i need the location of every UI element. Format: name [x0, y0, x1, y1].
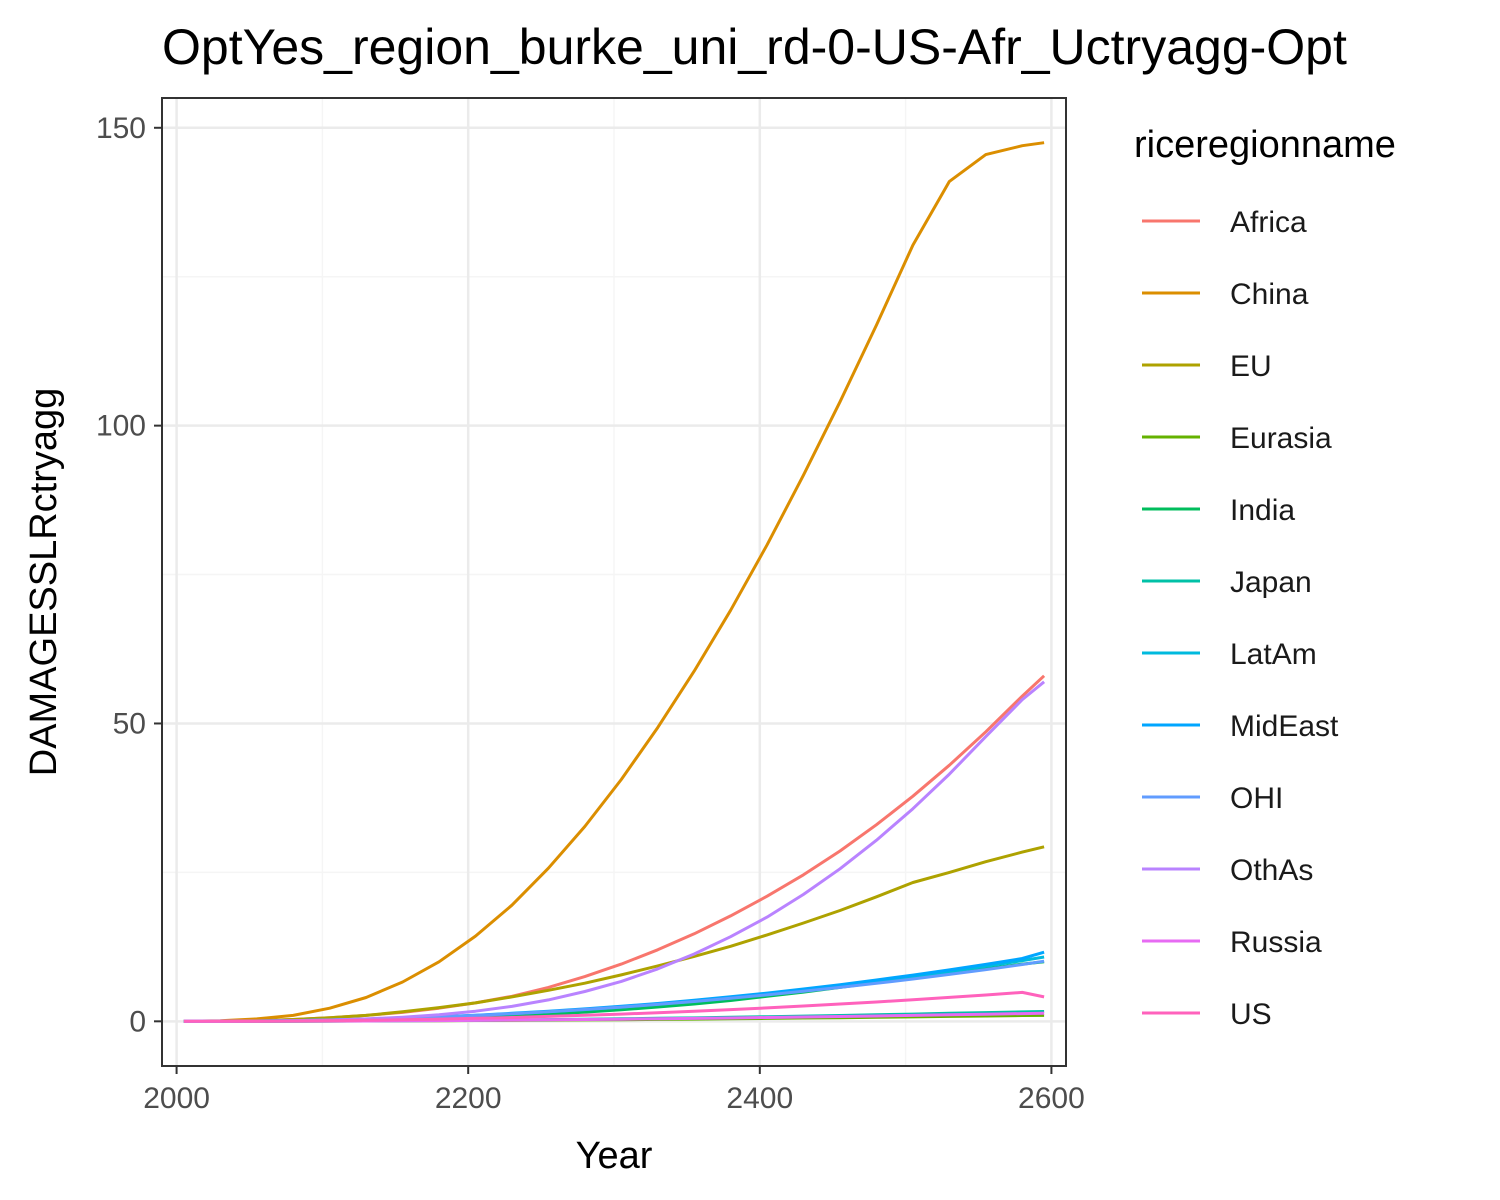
chart-title: OptYes_region_burke_uni_rd-0-US-Afr_Uctr…	[162, 19, 1347, 75]
y-tick-label: 150	[96, 112, 146, 145]
x-tick-label: 2600	[1018, 1082, 1085, 1115]
legend-label: China	[1230, 278, 1309, 311]
legend-item-africa: Africa	[1142, 206, 1307, 239]
legend-label: LatAm	[1230, 638, 1317, 671]
y-tick-label: 100	[96, 410, 146, 443]
axis-ticks: 2000 2200 2400 2600 0 50 100 150	[96, 112, 1085, 1115]
legend-label: Japan	[1230, 566, 1312, 599]
series-line-us	[183, 990, 1045, 1023]
plot-border	[161, 97, 1067, 1067]
legend-label: OHI	[1230, 782, 1283, 815]
legend-label: Eurasia	[1230, 422, 1332, 455]
legend-item-india: India	[1142, 494, 1295, 527]
x-tick-label: 2000	[143, 1082, 210, 1115]
series-line-china	[183, 141, 1045, 1023]
legend-item-othas: OthAs	[1142, 854, 1313, 887]
legend-item-eu: EU	[1142, 350, 1272, 383]
y-axis-title: DAMAGESSLRctryagg	[23, 388, 65, 777]
legend-item-mideast: MidEast	[1142, 710, 1339, 743]
x-axis-title: Year	[576, 1135, 653, 1177]
legend-item-china: China	[1142, 278, 1309, 311]
legend-item-latam: LatAm	[1142, 638, 1317, 671]
legend-label: India	[1230, 494, 1295, 527]
legend-item-us: US	[1142, 998, 1272, 1031]
x-tick-label: 2200	[435, 1082, 502, 1115]
legend-label: Russia	[1230, 926, 1322, 959]
legend-item-ohi: OHI	[1142, 782, 1283, 815]
series-lines	[183, 141, 1046, 1023]
legend-item-japan: Japan	[1142, 566, 1312, 599]
legend-label: US	[1230, 998, 1272, 1031]
series-line-eu	[183, 845, 1045, 1023]
legend-item-eurasia: Eurasia	[1142, 422, 1332, 455]
legend-label: MidEast	[1230, 710, 1339, 743]
legend-label: EU	[1230, 350, 1272, 383]
legend: riceregionname Africa China EU Eurasia India…	[1134, 124, 1396, 1031]
legend-item-russia: Russia	[1142, 926, 1322, 959]
y-tick-label: 50	[113, 707, 146, 740]
legend-label: OthAs	[1230, 854, 1313, 887]
grid-lines	[162, 98, 1066, 1066]
legend-label: Africa	[1230, 206, 1307, 239]
legend-title: riceregionname	[1134, 124, 1396, 166]
x-tick-label: 2400	[726, 1082, 793, 1115]
y-tick-label: 0	[129, 1005, 146, 1038]
